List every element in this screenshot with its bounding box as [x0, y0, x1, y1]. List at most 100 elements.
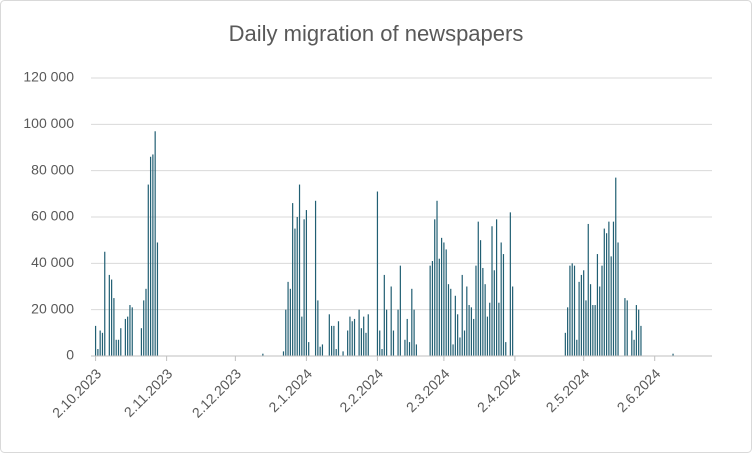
bar: [608, 221, 610, 356]
y-tick-label: 120 000: [23, 69, 74, 85]
bar: [333, 325, 335, 356]
y-tick-label: 60 000: [31, 208, 74, 224]
bar: [617, 242, 619, 356]
bar: [317, 300, 319, 356]
bar: [603, 228, 605, 356]
bar: [301, 316, 303, 356]
bar: [399, 265, 401, 356]
bar: [454, 295, 456, 356]
bar: [596, 254, 599, 356]
bar: [303, 219, 305, 356]
bar: [111, 279, 113, 356]
bar: [498, 302, 500, 356]
bar: [484, 284, 486, 356]
bar: [461, 274, 463, 356]
bar: [473, 318, 475, 356]
bar: [610, 256, 612, 356]
bar: [298, 184, 301, 356]
bar: [314, 200, 317, 356]
bar: [624, 298, 626, 356]
bar: [383, 274, 385, 356]
bar: [347, 330, 349, 356]
bar: [592, 305, 594, 356]
bar: [569, 265, 571, 356]
bar: [638, 309, 640, 356]
bar: [429, 265, 431, 356]
bar: [365, 332, 367, 356]
bar: [115, 339, 117, 356]
y-tick-label: 0: [66, 347, 74, 363]
bar: [601, 265, 603, 356]
bar: [349, 316, 351, 356]
bar: [564, 332, 566, 356]
bar: [571, 263, 573, 356]
bar: [457, 314, 459, 356]
bar: [285, 309, 287, 356]
bar: [450, 288, 452, 356]
bar: [633, 339, 635, 356]
bar: [408, 342, 411, 356]
bar: [397, 309, 399, 356]
bar: [470, 307, 472, 356]
bar: [282, 351, 285, 356]
bar: [631, 330, 633, 356]
bar: [145, 288, 147, 356]
bar: [120, 328, 122, 356]
bar: [486, 316, 489, 356]
y-tick-label: 20 000: [31, 300, 74, 316]
bar: [640, 325, 642, 356]
bar: [381, 349, 383, 356]
bar: [390, 286, 392, 356]
bar: [502, 254, 505, 356]
bar: [379, 330, 381, 356]
bar: [129, 305, 131, 356]
bar: [493, 270, 495, 356]
bar: [308, 342, 310, 356]
bar: [505, 342, 507, 356]
bar: [463, 330, 466, 356]
bar: [296, 217, 298, 356]
bar: [576, 339, 578, 356]
bar: [376, 191, 379, 356]
bar: [475, 265, 477, 356]
bar: [626, 300, 628, 356]
bar: [97, 349, 99, 356]
bar: [482, 267, 484, 356]
bar: [411, 288, 413, 356]
bar: [104, 251, 106, 356]
bar: [101, 332, 104, 356]
y-tick-label: 40 000: [31, 254, 74, 270]
bar: [441, 237, 443, 356]
bar: [140, 328, 143, 356]
bar: [468, 305, 470, 356]
bar: [124, 318, 126, 356]
bar: [587, 223, 589, 356]
bar: [335, 349, 337, 356]
bar: [321, 344, 324, 356]
bar: [573, 265, 576, 356]
bar: [131, 307, 133, 356]
bar: [363, 316, 365, 356]
bar: [262, 353, 264, 356]
bar: [413, 309, 415, 356]
bar: [94, 325, 97, 356]
bar: [152, 154, 154, 356]
bar: [589, 284, 592, 356]
bar: [287, 281, 289, 356]
bar: [583, 270, 585, 356]
bar: [108, 274, 110, 356]
bar: [599, 286, 601, 356]
bar: [392, 330, 395, 356]
bar: [594, 305, 596, 356]
bar: [438, 258, 440, 356]
bar: [353, 318, 356, 356]
bar: [289, 288, 291, 356]
bar: [337, 321, 340, 356]
bar: [445, 249, 447, 356]
bar: [331, 325, 333, 356]
bar: [477, 221, 479, 356]
bar: [143, 300, 145, 356]
bar: [117, 339, 120, 356]
bar: [436, 200, 438, 356]
